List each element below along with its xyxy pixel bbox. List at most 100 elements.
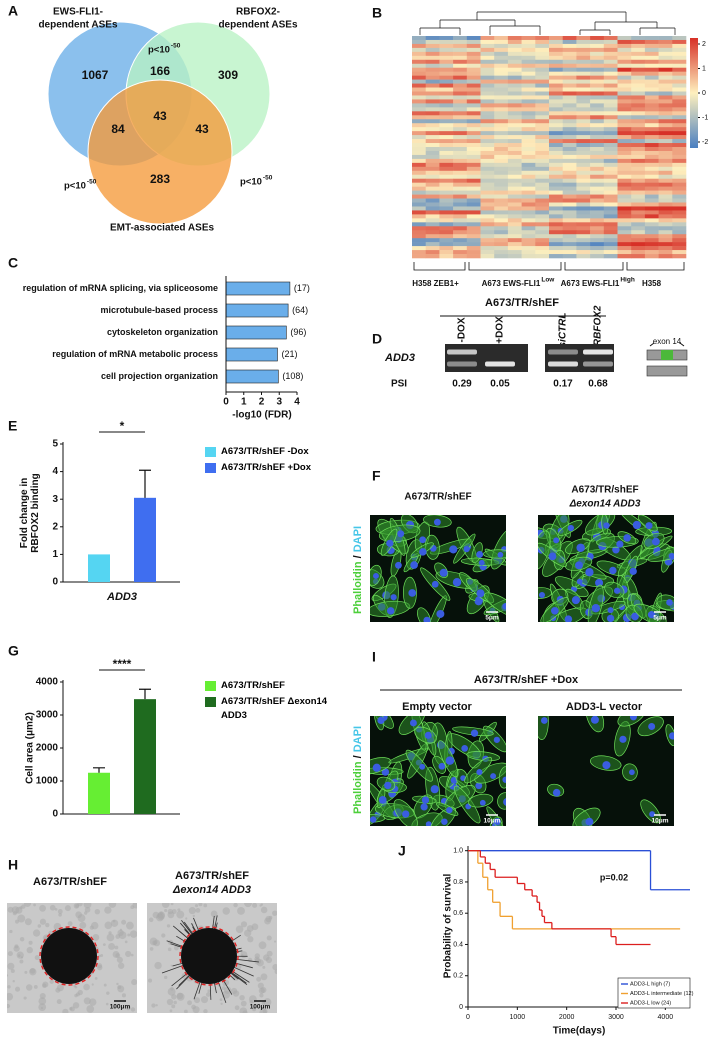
heatmap-cell xyxy=(439,143,454,148)
heatmap-cell xyxy=(631,107,646,112)
heatmap-cell xyxy=(453,119,468,124)
gel xyxy=(445,344,528,372)
heatmap-cell xyxy=(562,210,577,215)
heatmap-cell xyxy=(439,174,454,180)
colorbar-tick-label: 0 xyxy=(702,90,706,97)
heatmap-cell xyxy=(507,230,522,235)
heatmap-cell xyxy=(466,71,481,76)
heatmap-cell xyxy=(603,226,618,231)
heatmap-cell xyxy=(603,238,618,243)
heatmap-cell xyxy=(425,206,440,211)
panel-label: E xyxy=(8,418,17,434)
heatmap-cell xyxy=(590,111,605,116)
heatmap-cell xyxy=(425,91,440,96)
grain xyxy=(264,917,271,925)
legend-box xyxy=(617,977,691,1009)
heatmap-cell xyxy=(412,174,426,180)
y-tick-label: 3000 xyxy=(36,710,59,721)
heatmap-cell xyxy=(521,150,536,156)
bar xyxy=(88,554,110,582)
legend-entry: A673/TR/shEF Δexon14 ADD3 xyxy=(221,696,327,721)
heatmap-cell xyxy=(494,147,509,152)
group-bracket xyxy=(626,262,685,271)
heatmap-cell xyxy=(507,51,522,57)
heatmap-cell xyxy=(453,143,468,148)
heatmap-cell xyxy=(453,95,468,100)
heatmap-cell xyxy=(494,115,509,120)
grain xyxy=(74,993,78,998)
heatmap-cell xyxy=(425,39,440,45)
nucleus xyxy=(575,561,583,570)
grain xyxy=(161,903,170,908)
annotation: (64) xyxy=(292,305,308,315)
grain xyxy=(119,928,123,931)
heatmap-cell xyxy=(507,95,522,100)
heatmap-cell xyxy=(631,238,646,243)
heatmap-cell xyxy=(412,242,426,247)
grain xyxy=(131,979,137,986)
heatmap-cell xyxy=(466,91,481,96)
heatmap-cell xyxy=(672,135,687,140)
heatmap-cell xyxy=(617,154,632,160)
heatmap-cell xyxy=(617,178,632,183)
heatmap-cell xyxy=(521,190,536,195)
heatmap-cell xyxy=(535,242,550,247)
grain xyxy=(188,907,196,915)
heatmap-cell xyxy=(507,43,522,49)
heatmap-cell xyxy=(480,170,495,176)
bar xyxy=(88,772,110,814)
colorbar-tick-label: 2 xyxy=(702,41,706,48)
heatmap-cell xyxy=(562,39,577,45)
heatmap-cell xyxy=(412,186,426,191)
grain xyxy=(210,910,218,918)
nucleus xyxy=(632,520,642,530)
grain xyxy=(116,982,119,986)
heatmap-cell xyxy=(562,226,577,231)
heatmap-cell xyxy=(507,39,522,45)
heatmap-cell xyxy=(672,91,687,96)
heatmap-cell xyxy=(658,166,673,172)
grain xyxy=(266,950,273,957)
heatmap-cell xyxy=(617,158,632,164)
heatmap-cell xyxy=(425,170,440,176)
heatmap-cell xyxy=(412,222,426,227)
grain xyxy=(274,969,277,975)
label: A673/TR/shEF xyxy=(175,870,249,882)
y-axis-label: RBFOX2 binding xyxy=(30,473,41,552)
heatmap-cell xyxy=(466,198,481,203)
grain xyxy=(251,923,259,931)
heatmap-cell xyxy=(466,107,481,112)
heatmap-cell xyxy=(507,226,522,231)
heatmap-cell xyxy=(439,242,454,247)
legend-swatch xyxy=(205,697,216,707)
grain xyxy=(83,903,92,909)
heatmap-cell xyxy=(617,226,632,231)
nucleus xyxy=(629,716,637,721)
heatmap-cell xyxy=(521,63,536,69)
heatmap-cell xyxy=(631,59,646,65)
nucleus xyxy=(430,785,439,794)
heatmap-cell xyxy=(507,246,522,251)
heatmap-cell xyxy=(480,206,495,211)
grain xyxy=(262,965,266,969)
heatmap-cell xyxy=(412,194,426,199)
heatmap-cell xyxy=(590,182,605,187)
heatmap-cell xyxy=(439,158,454,164)
heatmap-cell xyxy=(590,254,605,259)
heatmap-cell xyxy=(562,111,577,116)
heatmap-cell xyxy=(521,115,536,120)
grain xyxy=(173,1000,177,1005)
grain xyxy=(259,993,264,998)
heatmap-cell xyxy=(590,186,605,191)
nucleus xyxy=(567,524,575,532)
legend-swatch xyxy=(205,447,216,457)
heatmap-cell xyxy=(644,123,659,128)
heatmap-cell xyxy=(644,55,659,61)
heatmap-cell xyxy=(562,206,577,211)
heatmap-cell xyxy=(603,178,618,183)
grain xyxy=(117,929,124,936)
heatmap-cell xyxy=(453,36,468,41)
heatmap-cell xyxy=(466,178,481,183)
heatmap-cell xyxy=(590,162,605,168)
scale-label: 100μm xyxy=(250,1004,271,1011)
